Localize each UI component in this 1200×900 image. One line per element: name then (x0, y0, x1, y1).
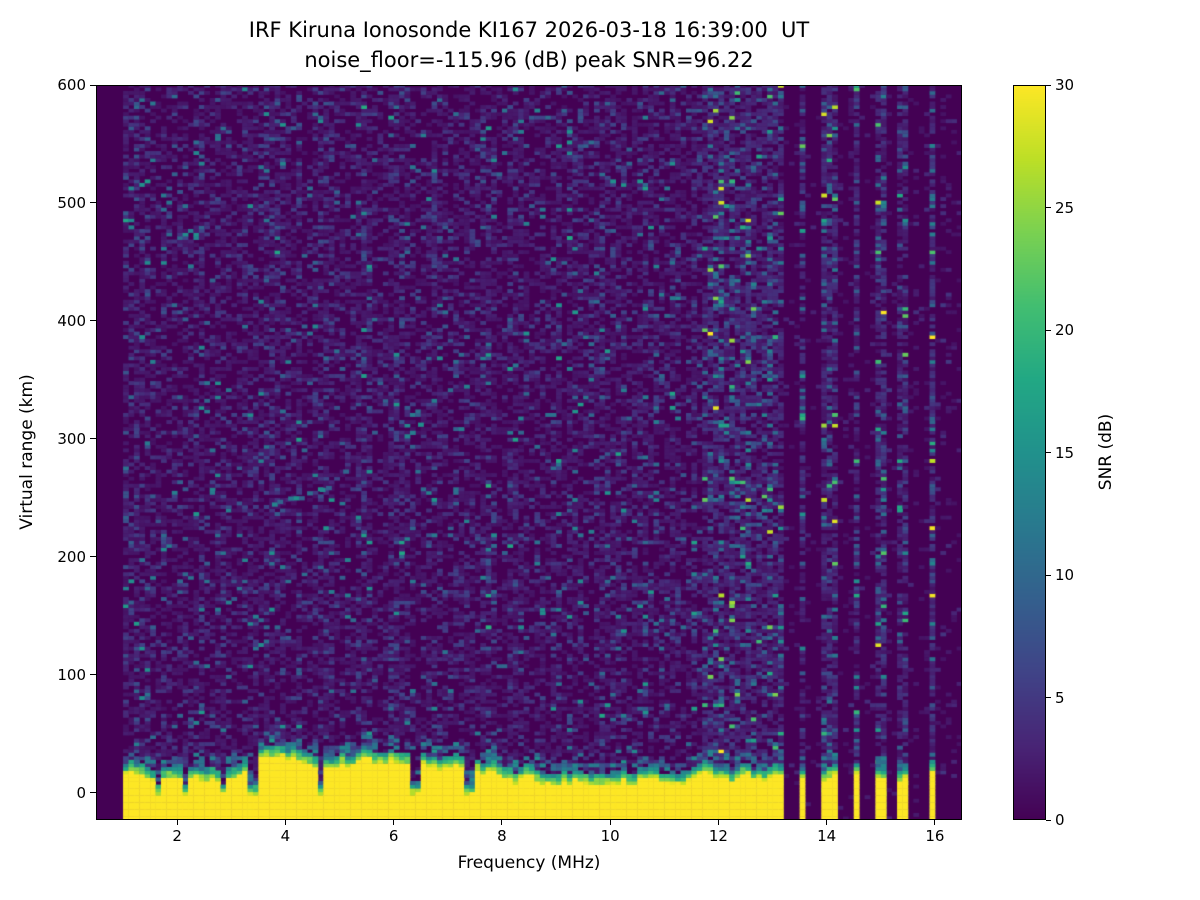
x-tick-label: 6 (388, 827, 399, 845)
y-tick-mark (90, 438, 96, 440)
colorbar-tick-mark (1046, 84, 1051, 86)
x-tick-label: 2 (172, 827, 182, 845)
x-tick-mark (176, 820, 178, 825)
y-tick-mark (90, 202, 96, 204)
y-tick-label: 500 (57, 193, 86, 212)
y-tick-mark (90, 674, 96, 676)
colorbar-tick-label: 30 (1055, 76, 1075, 94)
y-axis-label: Virtual range (km) (17, 374, 37, 530)
y-tick-label: 600 (57, 76, 86, 94)
colorbar-tick-label: 0 (1055, 811, 1065, 829)
figure-subtitle: noise_floor=-115.96 (dB) peak SNR=96.22 (304, 48, 754, 72)
x-tick-mark (826, 820, 828, 825)
colorbar-tick-label: 5 (1055, 688, 1065, 707)
x-tick-mark (501, 820, 503, 825)
colorbar-tick-mark (1046, 329, 1051, 331)
colorbar-tick-label: 25 (1055, 198, 1075, 217)
colorbar-tick-mark (1046, 574, 1051, 576)
y-tick-mark (90, 556, 96, 558)
y-tick-label: 100 (57, 665, 86, 684)
x-tick-label: 12 (708, 827, 728, 845)
colorbar-tick-label: 20 (1055, 321, 1075, 339)
x-tick-label: 14 (817, 827, 837, 845)
colorbar-canvas (1013, 85, 1046, 820)
colorbar-tick-mark (1046, 819, 1051, 821)
x-axis-label: Frequency (MHz) (457, 853, 601, 873)
heatmap-canvas (96, 85, 962, 820)
y-tick-mark (90, 320, 96, 322)
x-tick-label: 16 (925, 827, 945, 845)
colorbar-tick-mark (1046, 452, 1051, 453)
colorbar-tick-mark (1046, 207, 1051, 208)
colorbar-tick-label: 15 (1055, 443, 1075, 462)
colorbar-tick-mark (1046, 697, 1051, 698)
x-tick-mark (284, 820, 286, 825)
y-tick-mark (90, 84, 96, 86)
y-tick-mark (90, 792, 96, 794)
x-tick-mark (717, 820, 719, 825)
y-tick-label: 0 (76, 783, 86, 802)
colorbar-tick-label: 10 (1055, 566, 1075, 584)
y-tick-label: 200 (57, 547, 86, 566)
x-tick-label: 4 (280, 827, 291, 845)
y-tick-label: 400 (57, 311, 86, 330)
x-tick-mark (393, 820, 395, 825)
figure-title: IRF Kiruna Ionosonde KI167 2026-03-18 16… (248, 18, 810, 42)
x-tick-label: 8 (497, 827, 507, 845)
x-tick-mark (934, 820, 936, 825)
x-tick-mark (609, 820, 611, 825)
x-tick-label: 10 (600, 827, 620, 845)
y-tick-label: 300 (57, 429, 86, 448)
